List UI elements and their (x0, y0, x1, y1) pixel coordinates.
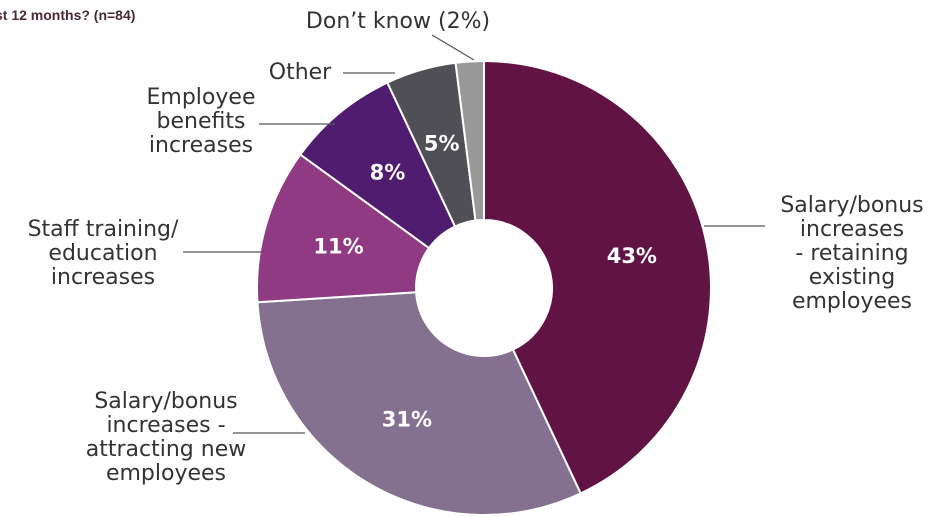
slice-employee-3 (298, 81, 457, 250)
chart-title: st 12 months? (n=84) (0, 7, 135, 23)
slice-don-t-know-2-5 (454, 59, 485, 222)
value-label-2: 11% (313, 235, 363, 259)
slice-staff-training-2 (256, 153, 431, 304)
leader-line-5 (431, 34, 475, 61)
slice-salary-bonus-0 (483, 59, 712, 495)
slices-group (256, 59, 712, 516)
value-label-1: 31% (382, 407, 432, 431)
value-label-0: 43% (607, 244, 657, 268)
value-labels-group: 43% 31% 11% 8% 5% (313, 132, 657, 432)
category-label-0: Salary/bonus increases - retaining existing… (780, 193, 923, 314)
category-label-2: Staff training/education increases (28, 217, 179, 290)
leader-lines-group (183, 34, 765, 434)
slice-salary-bonus-1 (256, 291, 582, 516)
category-label-4: Other (269, 60, 332, 85)
category-label-1: Salary/bonus increases -attracting new emp… (86, 389, 246, 486)
category-labels-group: Salary/bonus increases - retaining existing… (28, 9, 924, 486)
value-label-4: 5% (424, 132, 460, 156)
category-label-3: Employee benefits increases (147, 85, 256, 158)
value-label-3: 8% (370, 160, 406, 184)
category-label-5: Don’t know (2%) (306, 9, 490, 34)
